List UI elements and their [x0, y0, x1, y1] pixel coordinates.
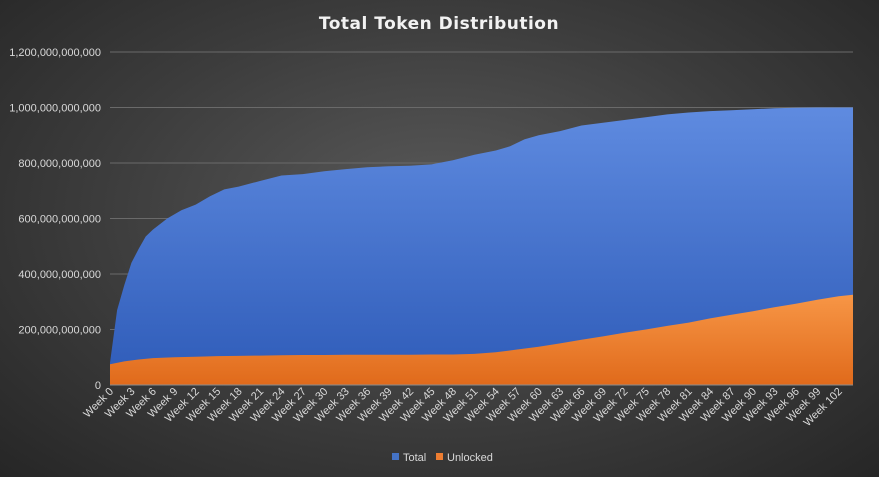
plot-area	[110, 107, 853, 385]
y-tick-label: 200,000,000,000	[18, 325, 101, 337]
y-tick-label: 400,000,000,000	[18, 269, 101, 281]
chart-title: Total Token Distribution	[319, 14, 559, 34]
legend-label-unlocked: Unlocked	[447, 452, 493, 464]
legend-label-total: Total	[403, 452, 426, 464]
legend-swatch-total	[392, 453, 399, 460]
legend: Total Unlocked	[392, 452, 493, 464]
y-axis-tick-labels: 0 200,000,000,000 400,000,000,000 600,000,0…	[9, 47, 101, 392]
y-tick-label: 1,000,000,000,000	[9, 103, 101, 115]
y-tick-label: 1,200,000,000,000	[9, 47, 101, 59]
legend-swatch-unlocked	[436, 453, 443, 460]
y-tick-label: 600,000,000,000	[18, 214, 101, 226]
y-tick-label: 0	[95, 380, 101, 392]
area-unlocked	[110, 294, 853, 385]
area-total	[110, 107, 853, 385]
y-tick-label: 800,000,000,000	[18, 158, 101, 170]
